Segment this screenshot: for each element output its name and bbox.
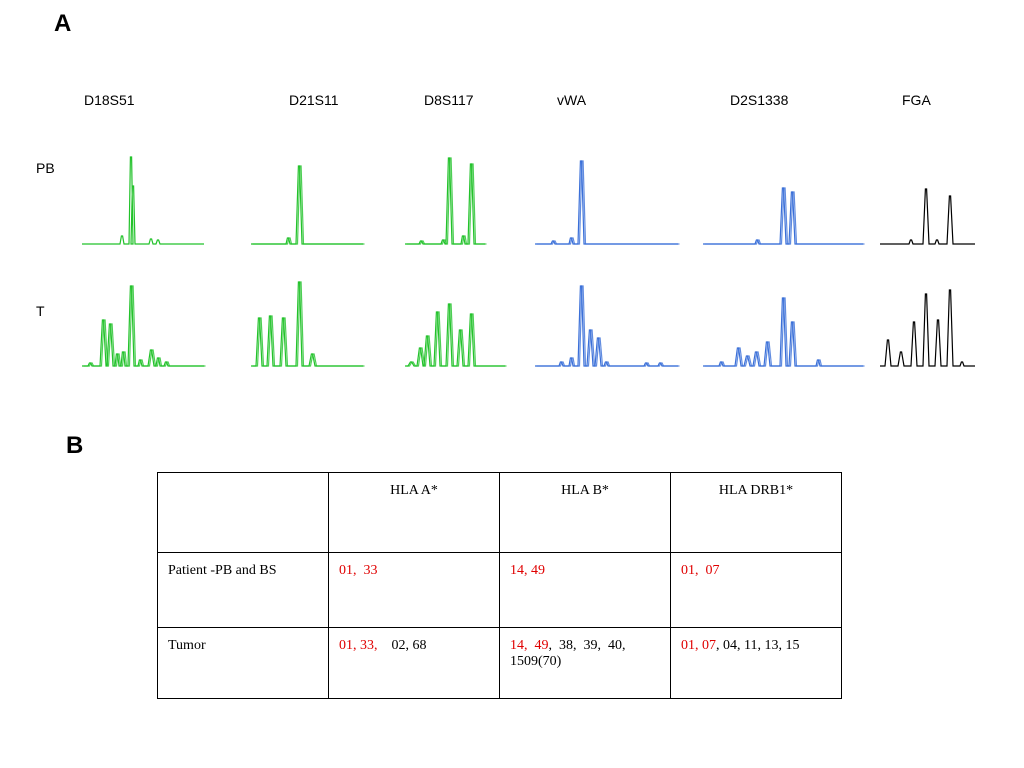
hla-row-tumor: Tumor 01, 33, 02, 68 14, 49, 38, 39, 40,…: [157, 627, 842, 699]
trace-pb-d2s1338: [704, 187, 865, 245]
trace-t-d8s117: [406, 303, 507, 367]
trace-pb-fga: [880, 188, 975, 245]
hla-cell: 01, 07, 04, 11, 13, 15: [670, 627, 842, 699]
locus-label-d8s117: D8S117: [424, 92, 474, 108]
panel-a-letter: A: [54, 10, 72, 37]
hla-cell: 01, 33, 02, 68: [328, 627, 500, 699]
hla-cell: 01, 07: [670, 552, 842, 628]
trace-pb-vwa: [536, 160, 680, 245]
locus-label-d2s1338: D2S1338: [730, 92, 789, 108]
hla-cell: 01, 33: [328, 552, 500, 628]
hla-value: 02, 68: [377, 638, 427, 653]
trace-t-d21s11: [251, 281, 363, 367]
hla-header-a: HLA A*: [328, 472, 500, 553]
hla-row-patient: Patient -PB and BS 01, 33 14, 49 01, 07: [157, 552, 842, 628]
hla-header-row: HLA A* HLA B* HLA DRB1*: [157, 472, 842, 553]
locus-label-fga: FGA: [902, 92, 931, 108]
hla-cell: 14, 49, 38, 39, 40, 1509(70): [499, 627, 671, 699]
hla-value: 01, 07: [681, 638, 716, 653]
hla-value: 14, 49: [510, 638, 549, 653]
locus-label-vwa: vWA: [557, 92, 587, 108]
trace-t-vwa: [536, 285, 680, 367]
trace-t-d18s51: [83, 285, 206, 367]
trace-t-d2s1338: [704, 297, 865, 367]
hla-header-drb1: HLA DRB1*: [670, 472, 842, 553]
panel-b-letter: B: [66, 432, 84, 459]
hla-table: HLA A* HLA B* HLA DRB1* Patient -PB and …: [157, 472, 842, 699]
hla-header-empty: [157, 472, 329, 553]
trace-t-d18s51: [82, 285, 204, 367]
hla-row-label: Patient -PB and BS: [157, 552, 329, 628]
hla-value: 14, 49: [510, 563, 545, 578]
hla-header-b: HLA B*: [499, 472, 671, 553]
trace-pb-d21s11: [252, 165, 365, 245]
trace-t-d21s11: [252, 281, 365, 367]
trace-t-vwa: [535, 285, 678, 367]
hla-cell: 14, 49: [499, 552, 671, 628]
hla-value: , 38, 39, 40, 1509(70): [510, 638, 629, 669]
trace-pb-d8s117: [405, 157, 485, 245]
locus-label-d18s51: D18S51: [84, 92, 135, 108]
trace-pb-vwa: [535, 160, 678, 245]
hla-value: , 04, 11, 13, 15: [716, 638, 800, 653]
trace-pb-d21s11: [251, 165, 363, 245]
trace-pb-d18s51: [82, 156, 204, 245]
hla-value: 01, 33,: [339, 638, 378, 653]
hla-row-label: Tumor: [157, 627, 329, 699]
row-label-t: T: [36, 303, 45, 319]
locus-label-d21s11: D21S11: [289, 92, 339, 108]
electropherogram-traces: [82, 156, 975, 367]
trace-t-fga: [880, 289, 975, 367]
hla-value: 01, 07: [681, 563, 720, 578]
row-label-pb: PB: [36, 160, 55, 176]
hla-value: 01, 33: [339, 563, 378, 578]
trace-pb-d8s117: [406, 157, 487, 245]
